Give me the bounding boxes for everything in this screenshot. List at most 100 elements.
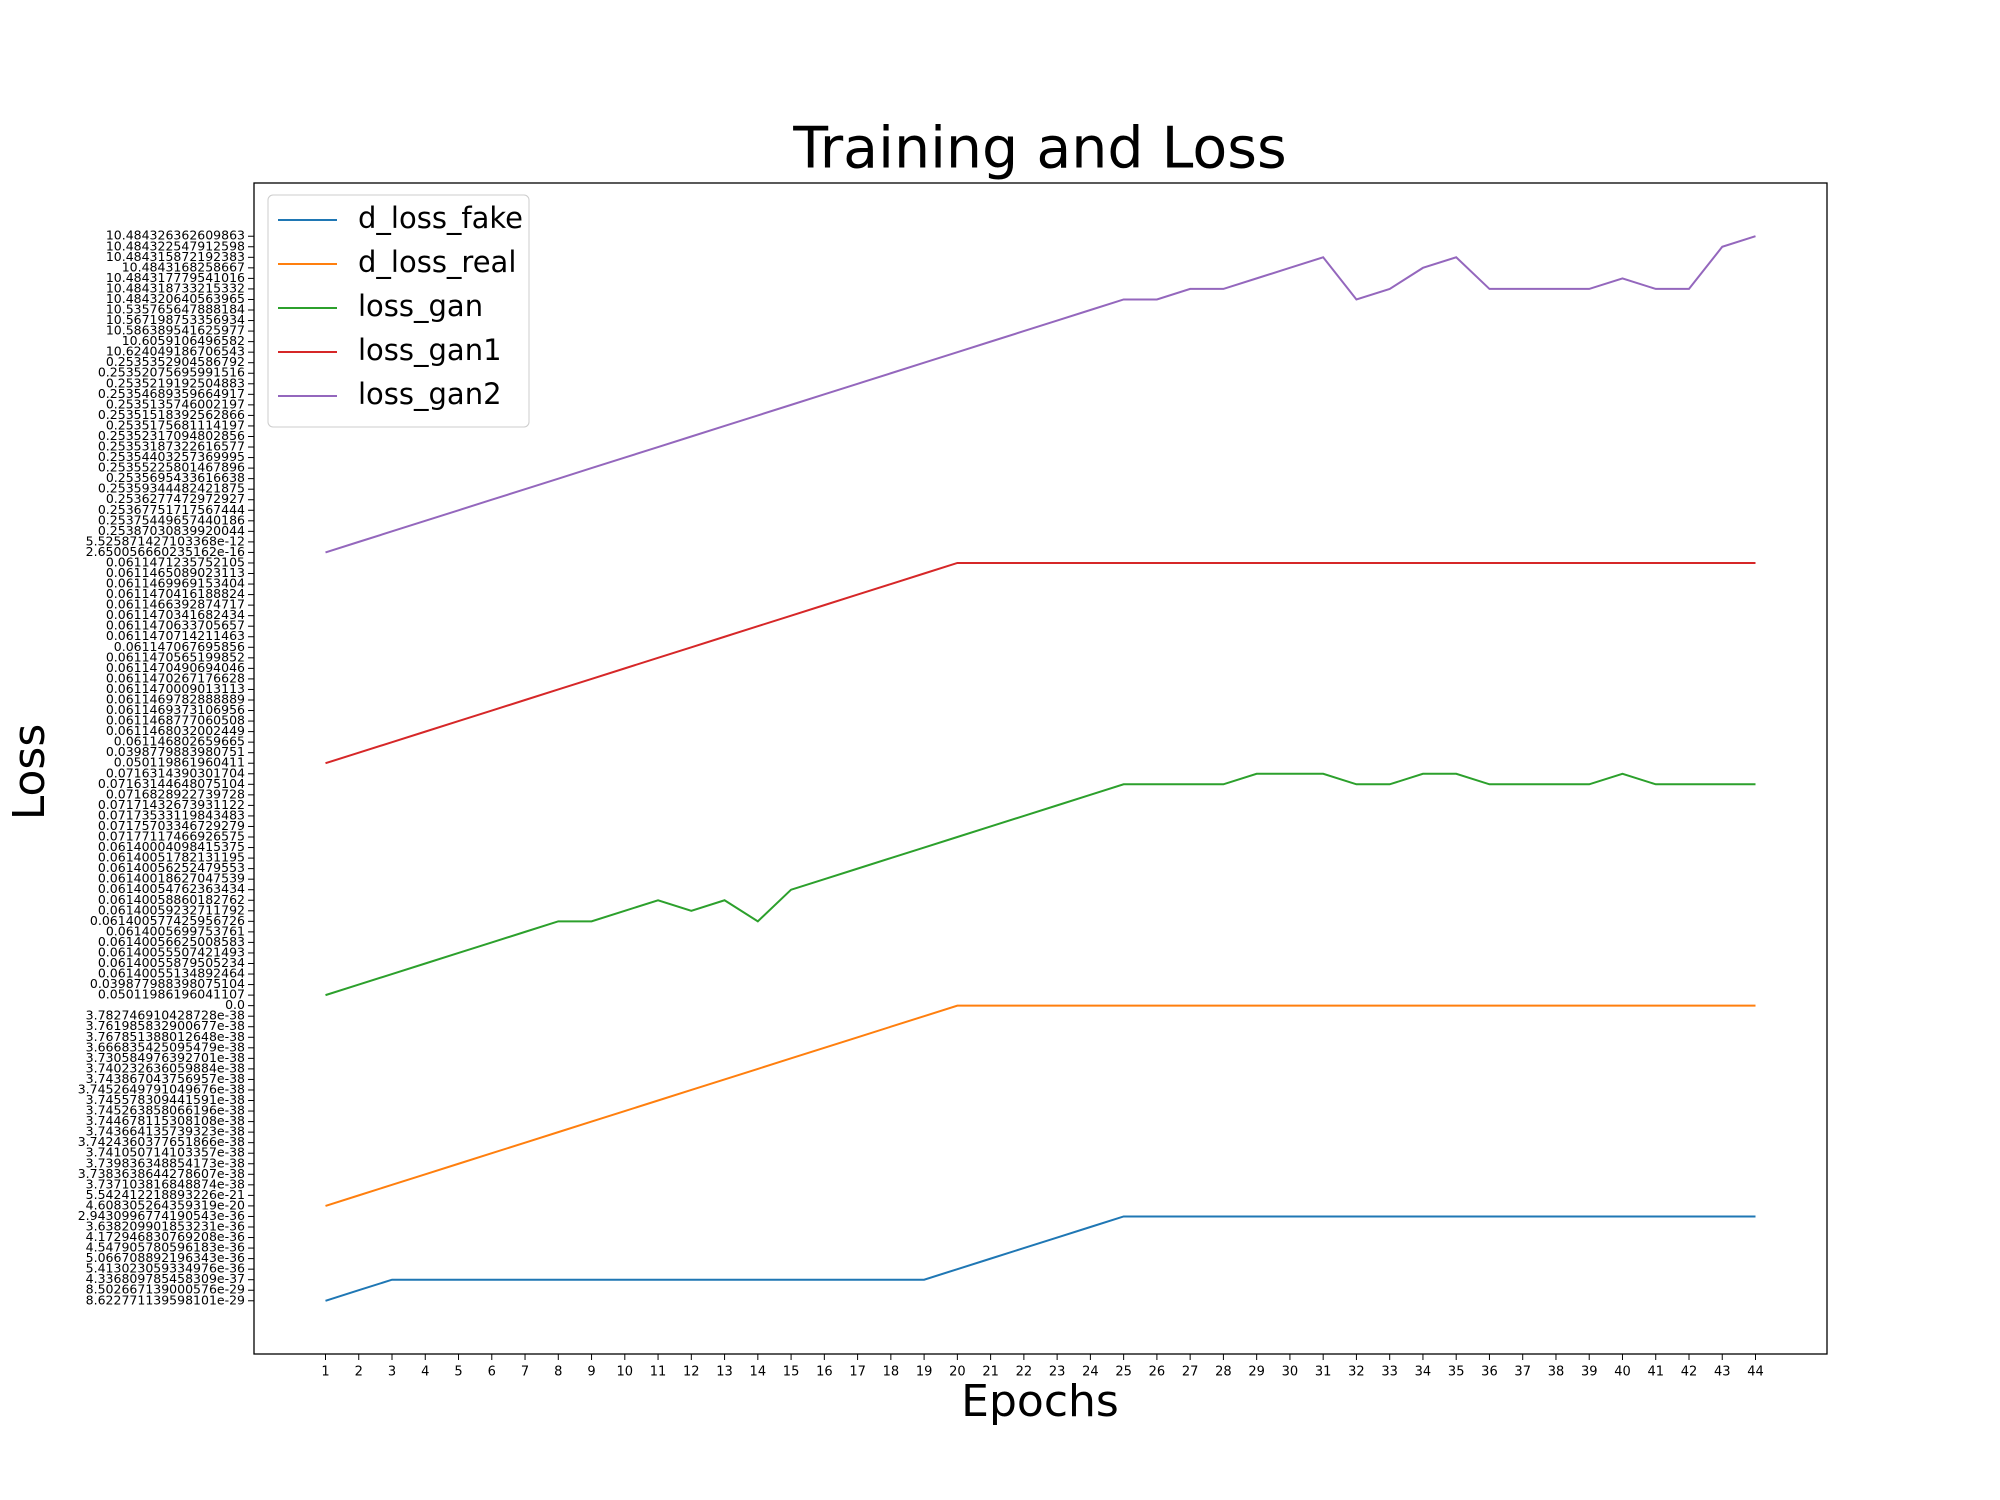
y-tick-label: 0.25352075695991516: [98, 365, 245, 380]
y-tick-label: 3.743867043756957e-38: [86, 1071, 245, 1086]
y-tick-label: 3.7383638644278607e-38: [78, 1166, 245, 1181]
x-tick-label: 43: [1714, 1365, 1731, 1380]
x-tick-label: 42: [1681, 1365, 1698, 1380]
x-tick-label: 14: [750, 1365, 767, 1380]
x-tick-label: 5: [454, 1365, 462, 1380]
y-tick-label: 3.666835425095479e-38: [86, 1039, 245, 1054]
y-tick-label: 0.25375449657440186: [98, 512, 245, 527]
x-tick-label: 9: [587, 1365, 595, 1380]
y-tick-label: 0.25367751717567444: [98, 502, 245, 517]
y-tick-label: 0.2535219192504883: [106, 375, 245, 390]
x-tick-label: 36: [1481, 1365, 1498, 1380]
y-tick-label: 0.0611470267176628: [106, 670, 245, 685]
y-tick-label: 0.0614005699753761: [106, 923, 245, 938]
y-tick-label: 5.066708892196343e-36: [86, 1250, 245, 1265]
y-tick-label: 0.25355225801467896: [98, 460, 245, 475]
y-tick-label: 0.061400577425956726: [90, 913, 245, 928]
y-tick-label: 8.502667139000576e-29: [86, 1282, 245, 1297]
y-tick-label: 5.542412218893226e-21: [86, 1187, 245, 1202]
y-tick-label: 10.4843168258667: [122, 259, 245, 274]
x-tick-label: 8: [554, 1365, 562, 1380]
series-line: [325, 235, 1756, 554]
y-tick-label: 0.06140055879505234: [98, 955, 245, 970]
y-tick-label: 10.535765647888184: [106, 302, 245, 317]
x-tick-label: 21: [982, 1365, 999, 1380]
y-tick-label: 0.0611469969153404: [106, 576, 245, 591]
y-tick-label: 2.650056660235162e-16: [86, 544, 245, 559]
y-tick-label: 0.2535695433616638: [106, 470, 245, 485]
y-tick-label: 0.0611465089023113: [106, 565, 245, 580]
x-tick-label: 12: [683, 1365, 700, 1380]
legend-label: loss_gan1: [358, 333, 502, 367]
y-tick-label: 10.484326362609863: [106, 228, 245, 243]
x-tick-label: 40: [1614, 1365, 1631, 1380]
y-tick-label: 3.743664135739323e-38: [86, 1124, 245, 1139]
y-tick-label: 0.039877988398075104: [90, 976, 245, 991]
y-tick-label: 0.07177117466926575: [98, 829, 245, 844]
y-tick-label: 0.06140059232711792: [98, 902, 245, 917]
y-tick-label: 3.7452649791049676e-38: [78, 1081, 245, 1096]
series-line: [325, 1004, 1756, 1207]
x-tick-label: 25: [1115, 1365, 1132, 1380]
x-tick-label: 24: [1082, 1365, 1099, 1380]
x-tick-label: 23: [1049, 1365, 1066, 1380]
y-tick-label: 0.2535135746002197: [106, 396, 245, 411]
x-tick-label: 4: [421, 1365, 429, 1380]
x-tick-label: 38: [1548, 1365, 1565, 1380]
y-tick-label: 3.730584976392701e-38: [86, 1050, 245, 1065]
legend-label: d_loss_fake: [358, 201, 523, 235]
y-tick-label: 10.586389541625977: [106, 323, 245, 338]
series-line: [325, 561, 1756, 765]
y-tick-label: 0.0611469373106956: [106, 702, 245, 717]
y-tick-label: 0.07175703346729279: [98, 818, 245, 833]
x-tick-label: 35: [1448, 1365, 1465, 1380]
x-tick-label: 19: [916, 1365, 933, 1380]
x-tick-label: 44: [1747, 1365, 1764, 1380]
y-tick-label: 10.484320640563965: [106, 291, 245, 306]
x-tick-label: 6: [488, 1365, 496, 1380]
y-tick-label: 10.484317779541016: [106, 270, 245, 285]
y-tick-label: 0.061146802659665: [114, 734, 245, 749]
legend-label: loss_gan: [358, 289, 483, 323]
y-tick-label: 4.172946830769208e-36: [86, 1229, 245, 1244]
x-tick-label: 31: [1315, 1365, 1332, 1380]
y-tick-label: 0.0611470009013113: [106, 681, 245, 696]
y-tick-label: 0.06140051782131195: [98, 850, 245, 865]
x-tick-label: 3: [388, 1365, 396, 1380]
y-tick-label: 0.050119861960411: [114, 755, 245, 770]
y-tick-label: 3.741050714103357e-38: [86, 1145, 245, 1160]
y-tick-label: 10.484315872192383: [106, 249, 245, 264]
x-tick-label: 16: [816, 1365, 833, 1380]
y-tick-label: 0.0611470490694046: [106, 660, 245, 675]
x-tick-label: 20: [949, 1365, 966, 1380]
x-tick-label: 41: [1647, 1365, 1664, 1380]
x-tick-label: 13: [716, 1365, 733, 1380]
y-tick-label: 5.413023059334976e-36: [86, 1261, 245, 1276]
y-tick-label: 0.07171432673931122: [98, 797, 245, 812]
y-tick-label: 0.0611470416188824: [106, 586, 245, 601]
y-tick-label: 0.0611469782888889: [106, 691, 245, 706]
y-tick-label: 0.0611470341682434: [106, 607, 245, 622]
y-tick-label: 0.06140056252479553: [98, 860, 245, 875]
y-tick-label: 3.782746910428728e-38: [86, 1008, 245, 1023]
y-tick-label: 0.25352317094802856: [98, 428, 245, 443]
chart-title: Training and Loss: [792, 116, 1286, 182]
y-tick-label: 0.06140055507421493: [98, 944, 245, 959]
y-tick-label: 0.25387030839920044: [98, 523, 245, 538]
x-tick-label: 22: [1016, 1365, 1033, 1380]
y-tick-label: 3.744678115308108e-38: [86, 1113, 245, 1128]
y-tick-label: 10.484322547912598: [106, 238, 245, 253]
x-tick-label: 10: [617, 1365, 634, 1380]
y-tick-label: 0.25359344482421875: [98, 481, 245, 496]
x-tick-label: 2: [355, 1365, 363, 1380]
x-tick-label: 37: [1514, 1365, 1531, 1380]
y-tick-label: 10.484318733215332: [106, 280, 245, 295]
x-tick-label: 17: [849, 1365, 866, 1380]
y-tick-label: 0.0611470565199852: [106, 649, 245, 664]
y-tick-label: 2.9430996774190543e-36: [78, 1208, 245, 1223]
y-tick-label: 0.07173533119843483: [98, 807, 245, 822]
y-tick-label: 0.0611470714211463: [106, 628, 245, 643]
y-tick-label: 0.05011986196041107: [98, 987, 245, 1002]
y-tick-label: 3.745578309441591e-38: [86, 1092, 245, 1107]
y-tick-label: 0.0611468032002449: [106, 723, 245, 738]
